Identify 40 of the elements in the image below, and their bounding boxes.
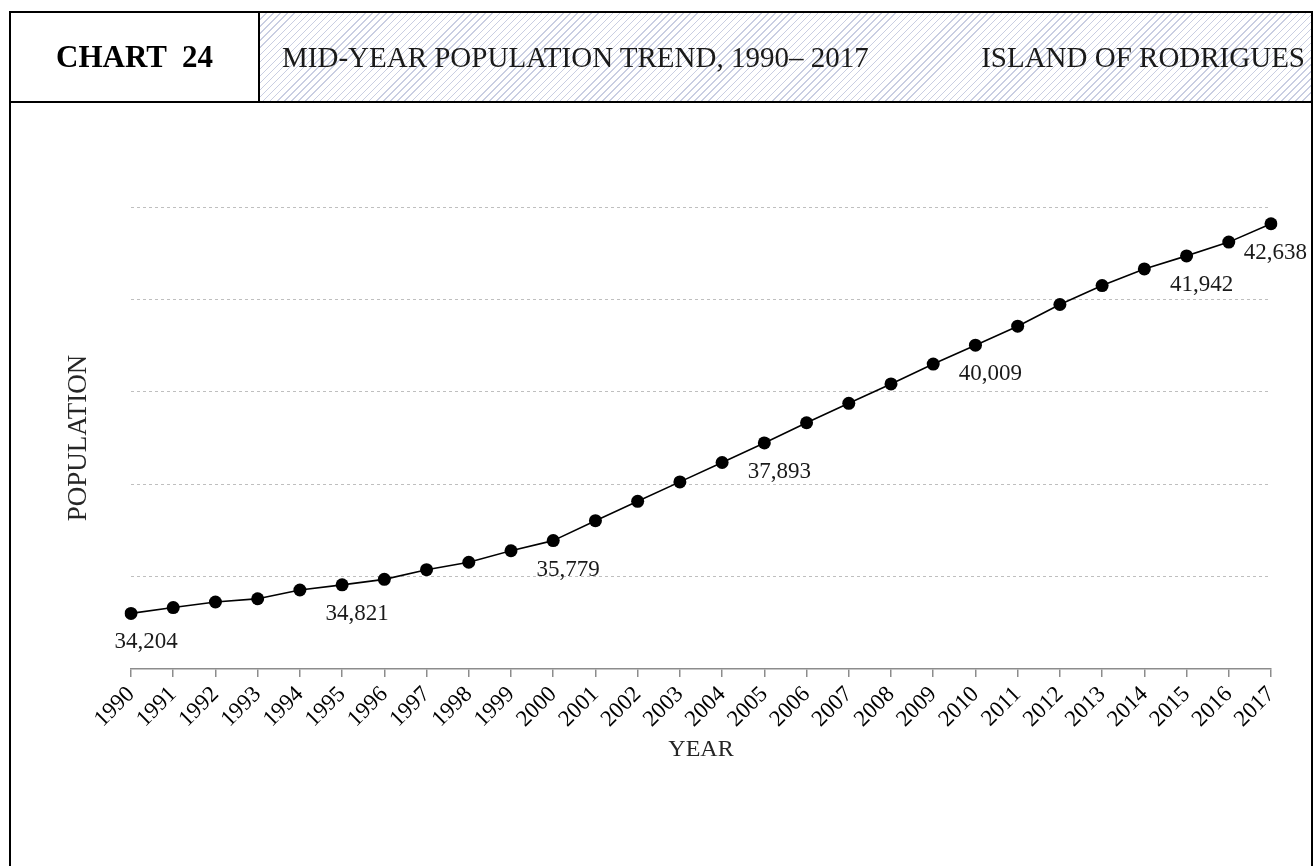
point xyxy=(757,436,771,450)
point xyxy=(842,396,856,410)
point xyxy=(673,475,687,489)
point xyxy=(800,416,814,430)
point xyxy=(124,606,138,620)
point xyxy=(208,595,222,609)
point xyxy=(1137,262,1151,276)
point xyxy=(420,563,434,577)
data-label: 37,893 xyxy=(747,457,811,483)
point xyxy=(1011,319,1025,333)
point xyxy=(335,578,349,592)
point xyxy=(884,377,898,391)
chart-subtitle: ISLAND OF RODRIGUES xyxy=(981,40,1305,74)
point xyxy=(1222,235,1236,249)
point xyxy=(1264,217,1278,231)
point xyxy=(1053,297,1067,311)
data-label: 40,009 xyxy=(958,360,1023,386)
point xyxy=(1095,279,1109,293)
data-label: 42,638 xyxy=(1243,238,1307,264)
point xyxy=(546,534,560,548)
point xyxy=(968,338,982,352)
x-axis-title: YEAR xyxy=(668,734,734,761)
caption: CHART 24 xyxy=(56,39,213,75)
point xyxy=(377,572,391,586)
point xyxy=(251,592,265,606)
point xyxy=(926,357,940,371)
point xyxy=(715,455,729,469)
chart-title: MID-YEAR POPULATION TREND, 1990– 2017 xyxy=(282,40,869,74)
point xyxy=(293,583,307,597)
point xyxy=(166,601,180,615)
point xyxy=(588,514,602,528)
point xyxy=(504,544,518,558)
data-label: 34,204 xyxy=(114,628,179,654)
y-axis-title: POPULATION xyxy=(62,354,93,522)
data-label: 41,942 xyxy=(1169,270,1234,296)
point xyxy=(1180,249,1194,263)
point xyxy=(462,555,476,569)
point xyxy=(631,494,645,508)
data-label: 34,821 xyxy=(325,599,389,625)
data-label: 35,779 xyxy=(536,555,600,581)
